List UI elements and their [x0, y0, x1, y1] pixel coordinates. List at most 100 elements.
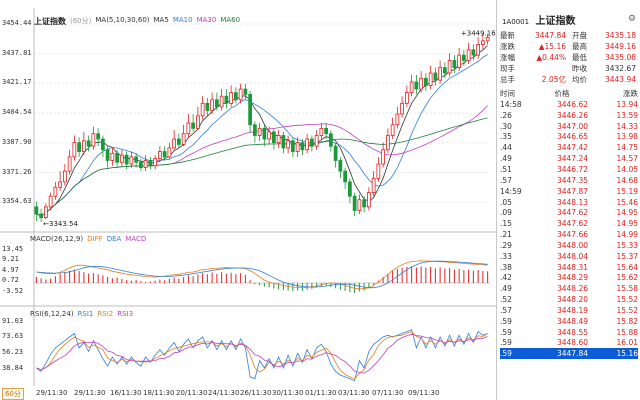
price-axis-label: 3454.44: [2, 19, 32, 27]
quote-row: 总手 2.05亿 均价 3443.94: [500, 74, 638, 84]
tick-row[interactable]: .49 3448.26 15.58: [500, 283, 638, 294]
quote-value: 3449.16: [604, 41, 636, 51]
tick-row[interactable]: 14:59 3447.87 15.19: [500, 186, 638, 197]
candle: [281, 131, 286, 154]
candle: [34, 201, 39, 222]
tick-price: 3447.00: [556, 121, 588, 131]
tick-row[interactable]: .05 3448.13 15.46: [500, 197, 638, 208]
tick-row[interactable]: .09 3447.62 14.95: [500, 207, 638, 218]
tick-price: 3446.72: [556, 164, 588, 174]
rsi-axis-label: 56.23: [2, 348, 24, 357]
candle: [229, 85, 233, 107]
tick-row[interactable]: .26 3446.26 13.59: [500, 110, 638, 121]
period-selector-button[interactable]: 60分: [2, 388, 24, 400]
tick-row[interactable]: .59 3448.60 16.01: [500, 338, 638, 349]
tick-row[interactable]: .59 3447.84 15.16: [500, 348, 638, 360]
tick-time: .57: [500, 175, 512, 185]
candle: [386, 128, 390, 154]
tick-row[interactable]: .29 3448.00 15.33: [500, 240, 638, 251]
candle: [257, 122, 262, 141]
candle: [338, 156, 343, 179]
macd-bar-label: MACD: [125, 235, 147, 243]
kline-chart[interactable]: +3449.16 ←3343.54: [0, 0, 497, 400]
tick-row[interactable]: .38 3448.31 15.64: [500, 262, 638, 273]
tick-change: 14.75: [616, 143, 638, 153]
macd-axis-label: 4.97: [2, 265, 19, 274]
candle: [96, 128, 100, 147]
candle: [67, 149, 72, 175]
diff-line: [36, 260, 488, 290]
candle: [215, 92, 219, 111]
tick-row[interactable]: .59 3448.49 15.82: [500, 316, 638, 327]
time-axis-label: 29/11:30: [36, 389, 68, 397]
candle: [253, 121, 257, 143]
tick-row[interactable]: .35 3446.65 13.98: [500, 132, 638, 143]
tick-time: .21: [500, 230, 512, 240]
candle: [82, 131, 86, 156]
tick-change: 16.01: [616, 338, 638, 348]
tick-header-time: 时间: [500, 89, 515, 98]
candle: [196, 106, 200, 131]
candle: [481, 33, 485, 50]
candle: [433, 67, 438, 86]
tick-price: 3448.60: [556, 338, 588, 348]
price-axis-label: 3421.17: [2, 78, 32, 87]
tick-row[interactable]: .30 3447.00 14.33: [500, 121, 638, 132]
tick-change: 13.59: [616, 110, 638, 120]
chart-area[interactable]: +3449.16 ←3343.54 上证指数 (60分) MA(5,10,30,6…: [0, 0, 497, 400]
candle: [48, 192, 53, 211]
candle: [314, 130, 319, 150]
tick-price: 3447.62: [556, 219, 588, 229]
candle: [110, 147, 115, 166]
tick-row[interactable]: .59 3448.55 15.88: [500, 327, 638, 338]
tick-time: .49: [500, 284, 512, 294]
quote-label: 涨跌: [500, 41, 515, 51]
tick-time: .49: [500, 154, 512, 164]
price-pane-header: 上证指数 (60分) MA(5,10,30,60) MA5 MA10 MA30 …: [34, 16, 240, 27]
ma30-label: MA30: [196, 16, 217, 24]
rsi-label: RSI(6,12,24): [30, 310, 74, 318]
tick-price: 3446.26: [556, 110, 588, 120]
tick-change: 15.46: [616, 197, 638, 207]
tick-row[interactable]: .42 3448.29 15.62: [500, 273, 638, 284]
candle: [63, 164, 67, 186]
tick-list[interactable]: 14:58 3446.62 13.94 .26 3446.26 13.59 .30 3447.…: [500, 99, 638, 360]
price-axis-label: 3371.26: [2, 167, 32, 176]
tick-row[interactable]: .52 3448.20 15.52: [500, 294, 638, 305]
candle: [462, 49, 466, 66]
tick-price: 3447.84: [556, 349, 588, 359]
quote-value: 3447.84: [534, 30, 566, 40]
time-axis-label: 16/11:30: [110, 389, 142, 397]
tick-row[interactable]: .57 3447.35 14.68: [500, 175, 638, 186]
tick-price: 3448.20: [556, 295, 588, 305]
candle: [476, 37, 480, 59]
tick-row[interactable]: .21 3447.66 14.99: [500, 229, 638, 240]
candle: [452, 55, 457, 73]
tick-row[interactable]: .15 3447.62 14.95: [500, 218, 638, 229]
index-code: 1A0001: [502, 18, 530, 26]
candle: [276, 130, 281, 148]
gear-icon[interactable]: ⚙: [627, 14, 636, 24]
candle: [153, 155, 157, 170]
tick-row[interactable]: .51 3446.72 14.05: [500, 164, 638, 175]
quote-label: 最新: [500, 30, 515, 40]
candle: [319, 122, 324, 140]
tick-time: .59: [500, 349, 512, 359]
tick-price: 3447.24: [556, 154, 588, 164]
quote-value: 3432.67: [604, 63, 636, 73]
price-axis-label: 3387.90: [2, 137, 32, 146]
tick-row[interactable]: 14:58 3446.62 13.94: [500, 99, 638, 110]
tick-price: 3447.35: [556, 175, 588, 185]
quote-label: 总手: [500, 74, 515, 84]
candle: [348, 178, 352, 204]
quote-value: 2.05亿: [541, 74, 566, 84]
candle: [191, 114, 195, 132]
tick-time: .59: [500, 338, 512, 348]
time-axis-label: 29/11:30: [74, 389, 106, 397]
tick-row[interactable]: .49 3447.24 14.57: [500, 153, 638, 164]
candle: [248, 90, 252, 132]
tick-row[interactable]: .57 3448.19 15.52: [500, 305, 638, 316]
tick-row[interactable]: .33 3448.04 15.37: [500, 251, 638, 262]
tick-row[interactable]: .44 3447.42 14.75: [500, 142, 638, 153]
tick-price: 3448.04: [556, 251, 588, 261]
